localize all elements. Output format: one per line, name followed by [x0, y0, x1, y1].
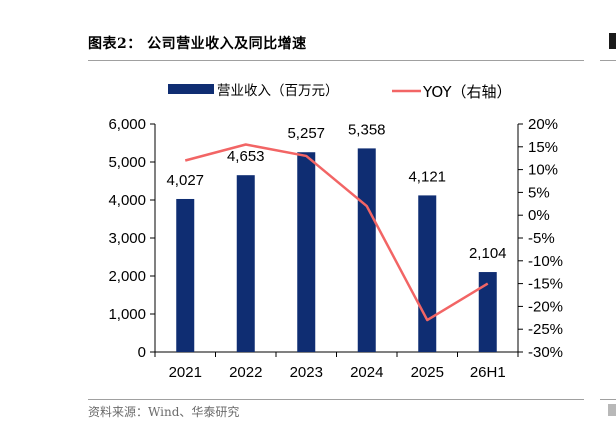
x-tick-label: 2025: [411, 364, 444, 381]
adjacent-figure-edge: [609, 33, 616, 49]
yoy-line: [184, 143, 489, 322]
revenue-bar: [297, 152, 316, 352]
revenue-bar: [176, 198, 195, 352]
revenue-data-label: 4,027: [166, 172, 204, 189]
right-y-tick-label: 15%: [528, 139, 558, 156]
revenue-data-label: 4,653: [227, 148, 265, 165]
revenue-data-label: 5,358: [348, 121, 386, 138]
right-y-tick-label: 0%: [528, 207, 550, 224]
right-y-tick-label: -20%: [528, 298, 563, 315]
x-tick-label: 2021: [169, 364, 202, 381]
x-tick-label: 2024: [350, 364, 383, 381]
left-y-tick-label: 3,000: [108, 230, 146, 247]
revenue-bar: [236, 175, 255, 352]
figure-title: 图表2： 公司营业收入及同比增速: [88, 36, 307, 52]
left-y-tick-label: 5,000: [108, 154, 146, 171]
x-tick-label: 26H1: [470, 364, 506, 381]
revenue-data-label: 2,104: [469, 245, 507, 262]
source-note: 资料来源：Wind、华泰研究: [88, 405, 240, 419]
footer-divider: [88, 399, 584, 400]
revenue-bar: [478, 272, 497, 352]
right-y-tick-label: -15%: [528, 276, 563, 293]
title-divider: [88, 60, 584, 61]
revenue-bar: [357, 148, 376, 352]
left-y-tick-label: 1,000: [108, 306, 146, 323]
left-y-tick-label: 2,000: [108, 268, 146, 285]
plot-area: 0 1,000 2,000 3,000 4,000 5,000 6,000 -30% -25% -…: [108, 116, 563, 381]
right-y-tick-label: -10%: [528, 253, 563, 270]
left-y-tick-label: 0: [138, 344, 146, 361]
legend-label-yoy: YOY（右轴）: [422, 83, 512, 101]
right-y-tick-label: -30%: [528, 344, 563, 361]
revenue-bar: [418, 195, 437, 352]
chart-legend: 营业收入（百万元） YOY（右轴）: [168, 83, 512, 101]
revenue-data-label: 5,257: [287, 125, 325, 142]
x-tick-label: 2023: [290, 364, 323, 381]
legend-label-revenue: 营业收入（百万元）: [217, 83, 339, 99]
right-y-tick-label: 10%: [528, 162, 558, 179]
right-y-tick-label: -25%: [528, 321, 563, 338]
right-y-tick-label: 20%: [528, 116, 558, 133]
adjacent-figure-divider: [600, 60, 616, 61]
legend-swatch-revenue: [168, 84, 214, 94]
revenue-data-label: 4,121: [408, 168, 446, 185]
x-tick-label: 2022: [229, 364, 262, 381]
adjacent-footer-divider: [600, 399, 616, 400]
adjacent-source-edge: [608, 404, 616, 416]
right-y-tick-label: 5%: [528, 184, 550, 201]
left-y-tick-label: 4,000: [108, 192, 146, 209]
right-y-tick-label: -5%: [528, 230, 555, 247]
left-y-tick-label: 6,000: [108, 116, 146, 133]
